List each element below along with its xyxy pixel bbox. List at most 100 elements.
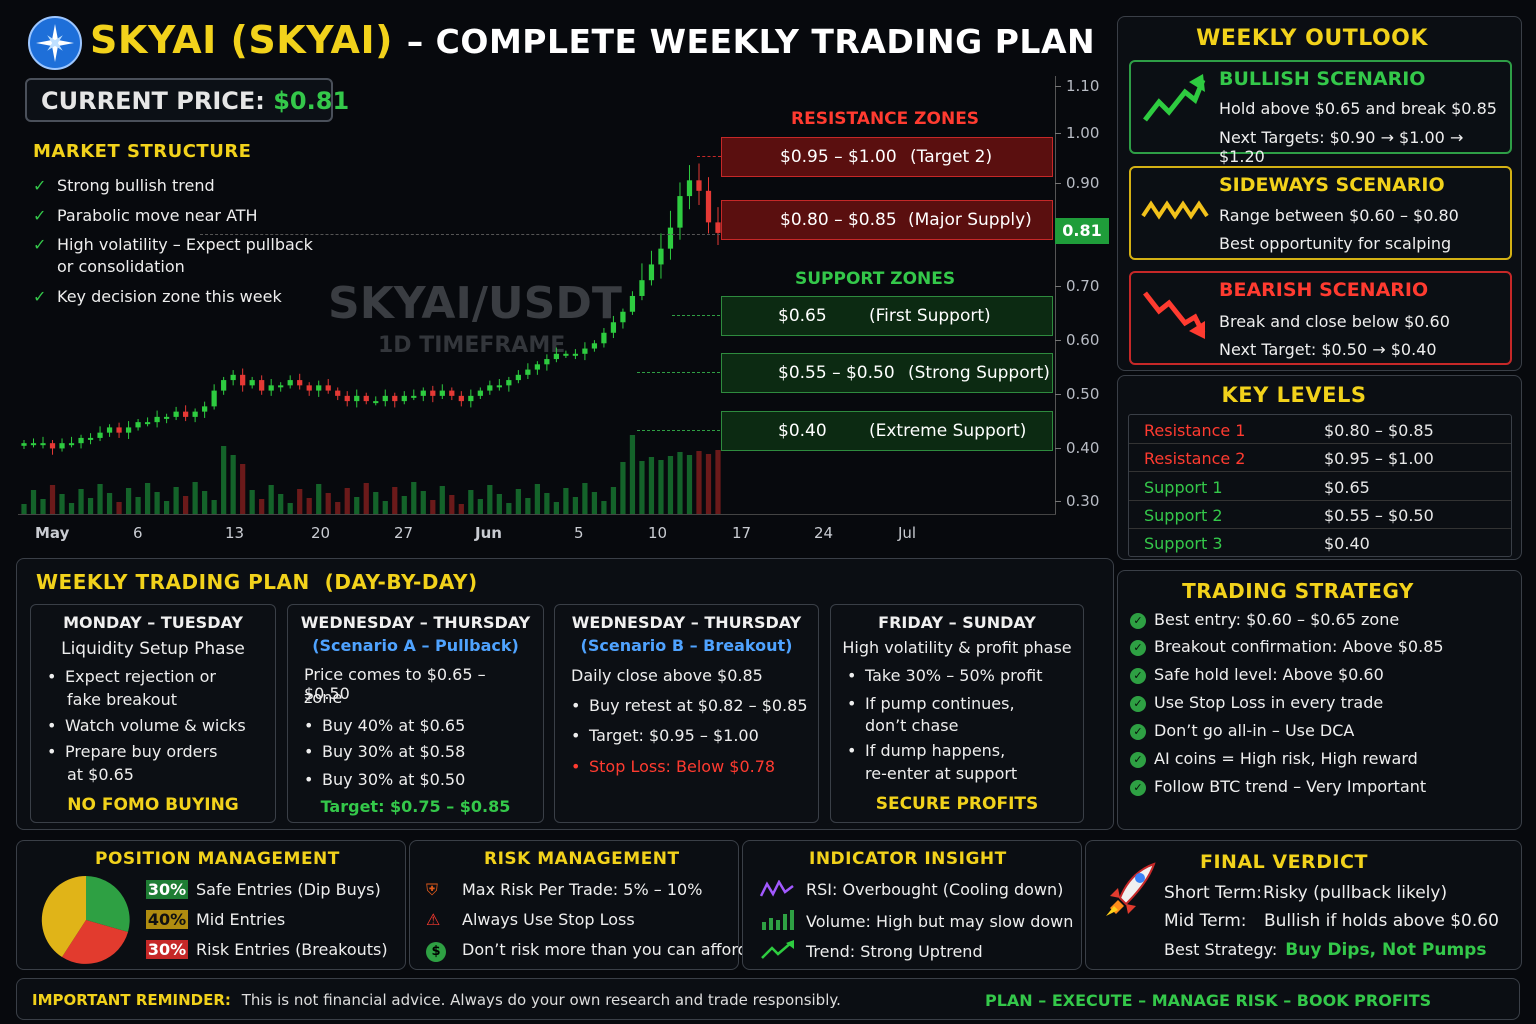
risk-item: ⛨ Max Risk Per Trade: 5% – 10%	[426, 880, 703, 899]
position-row-risk: 30% Risk Entries (Breakouts)	[146, 940, 388, 959]
y-tick-label: 0.90	[1066, 174, 1100, 192]
volume-bar	[582, 483, 588, 514]
x-tick-label: 6	[133, 524, 143, 542]
volume-bar	[620, 462, 626, 514]
chart-watermark-pair: SKYAI/USDT	[328, 278, 622, 329]
volume-bar	[439, 486, 445, 514]
candle-body	[582, 348, 588, 354]
volume-bar	[49, 485, 56, 514]
candle-body	[477, 390, 483, 396]
plan-friday-sunday: FRIDAY – SUNDAY High volatility & profit…	[830, 604, 1084, 823]
candle-body	[382, 395, 388, 402]
support-zone-3: $0.40 (Extreme Support)	[721, 411, 1053, 451]
current-price-box: CURRENT PRICE: $0.81	[25, 78, 349, 122]
sideways-line-1: Range between $0.60 – $0.80	[1219, 206, 1459, 225]
volume-bar	[705, 454, 712, 514]
volume-bar	[468, 490, 474, 514]
volume-bar	[40, 499, 46, 514]
logo-icon	[28, 16, 82, 70]
volume-bar	[648, 457, 655, 514]
candle-body	[116, 427, 122, 433]
candle-body	[420, 390, 426, 396]
y-tick-mark	[1055, 86, 1061, 87]
strategy-item: ✓ Don’t go all-in – Use DCA	[1130, 721, 1354, 740]
volume-bar	[278, 494, 284, 514]
strategy-item: ✓ Use Stop Loss in every trade	[1130, 693, 1383, 712]
verdict-short-term: Short Term:Risky (pullback likely)	[1164, 883, 1448, 903]
risk-item: ⚠ Always Use Stop Loss	[426, 910, 635, 929]
volume-bar	[259, 499, 265, 514]
bullish-title: BULLISH SCENARIO	[1219, 68, 1426, 90]
page-title: SKYAI (SKYAI) – COMPLETE WEEKLY TRADING …	[90, 18, 1095, 62]
volume-bar	[354, 497, 360, 514]
strategy-item: ✓ Follow BTC trend – Very Important	[1130, 777, 1426, 796]
plan-weda-b1: • Buy 40% at $0.65	[304, 716, 466, 735]
candle-body	[449, 390, 455, 396]
trading-strategy-panel	[1117, 570, 1522, 830]
candle-body	[125, 427, 132, 433]
volume-bar	[154, 492, 160, 514]
x-tick-label: 20	[311, 524, 331, 542]
candle-body	[40, 443, 46, 446]
sideways-line-2: Best opportunity for scalping	[1219, 234, 1452, 253]
y-tick-mark	[1055, 133, 1061, 134]
volume-bar	[487, 485, 493, 514]
candle-body	[316, 385, 322, 391]
candle-body	[610, 322, 617, 333]
volume-bar	[420, 491, 426, 514]
candle-body	[468, 395, 474, 402]
volume-bar	[316, 484, 322, 514]
candle-body	[354, 395, 360, 402]
candle-body	[373, 401, 379, 404]
bearish-line-1: Break and close below $0.60	[1219, 312, 1450, 331]
candle-body	[629, 295, 636, 312]
candle-body	[525, 369, 531, 375]
footer-slogan: PLAN – EXECUTE – MANAGE RISK – BOOK PROF…	[985, 991, 1432, 1010]
trend-up-icon	[761, 940, 794, 959]
title-coin: SKYAI (SKYAI)	[90, 18, 393, 62]
rsi-wave-icon	[759, 879, 794, 897]
candle-body	[392, 395, 398, 402]
x-tick-label: Jul	[898, 524, 917, 542]
x-tick-label: 5	[574, 524, 584, 542]
volume-bar	[173, 487, 179, 514]
candle-body	[667, 227, 674, 249]
candle-body	[677, 196, 683, 228]
ms-item: ✓ Strong bullish trend	[33, 176, 215, 195]
sideways-wave-icon	[1141, 200, 1209, 220]
verdict-best-strategy: Best Strategy: Buy Dips, Not Pumps	[1164, 940, 1487, 960]
x-tick-label: May	[35, 524, 70, 542]
risk-management-panel	[409, 840, 739, 970]
volume-bar	[563, 488, 569, 514]
support-zones-title: SUPPORT ZONES	[795, 269, 956, 289]
chart-watermark-timeframe: 1D TIMEFRAME	[378, 333, 566, 358]
x-tick-label: 17	[732, 524, 752, 542]
ms-item-cont: or consolidation	[57, 257, 185, 276]
volume-bar	[610, 487, 617, 514]
volume-bar	[658, 460, 664, 514]
plan-wedb-l1: Daily close above $0.85	[571, 666, 763, 685]
candle-body	[639, 280, 645, 296]
candle-body	[496, 385, 502, 388]
volume-bar	[449, 495, 455, 514]
x-tick-label: 10	[648, 524, 668, 542]
footer-text: This is not financial advice. Always do …	[241, 991, 841, 1009]
trend-up-icon	[1143, 74, 1206, 122]
candle-body	[144, 422, 151, 425]
volume-bar	[401, 496, 407, 514]
bullish-scenario-card: BULLISH SCENARIO Hold above $0.65 and br…	[1129, 60, 1512, 166]
sideways-scenario-card: SIDEWAYS SCENARIO Range between $0.60 – …	[1129, 166, 1512, 260]
candle-body	[135, 422, 141, 428]
risk-item: $ Don’t risk more than you can afford	[426, 940, 748, 962]
candle-body	[287, 380, 293, 386]
candle-body	[515, 374, 521, 381]
plan-mon-sub: Liquidity Setup Phase	[61, 639, 245, 659]
volume-bar	[106, 493, 113, 514]
key-level-row: Support 1 $0.65	[1129, 473, 1511, 501]
pie-slice-safe	[86, 876, 130, 932]
footer-label: IMPORTANT REMINDER:	[32, 991, 231, 1009]
plan-mon-b2: • Watch volume & wicks	[47, 716, 246, 735]
candle-body	[240, 374, 246, 386]
candle-body	[553, 353, 559, 360]
volume-bar	[211, 500, 217, 514]
